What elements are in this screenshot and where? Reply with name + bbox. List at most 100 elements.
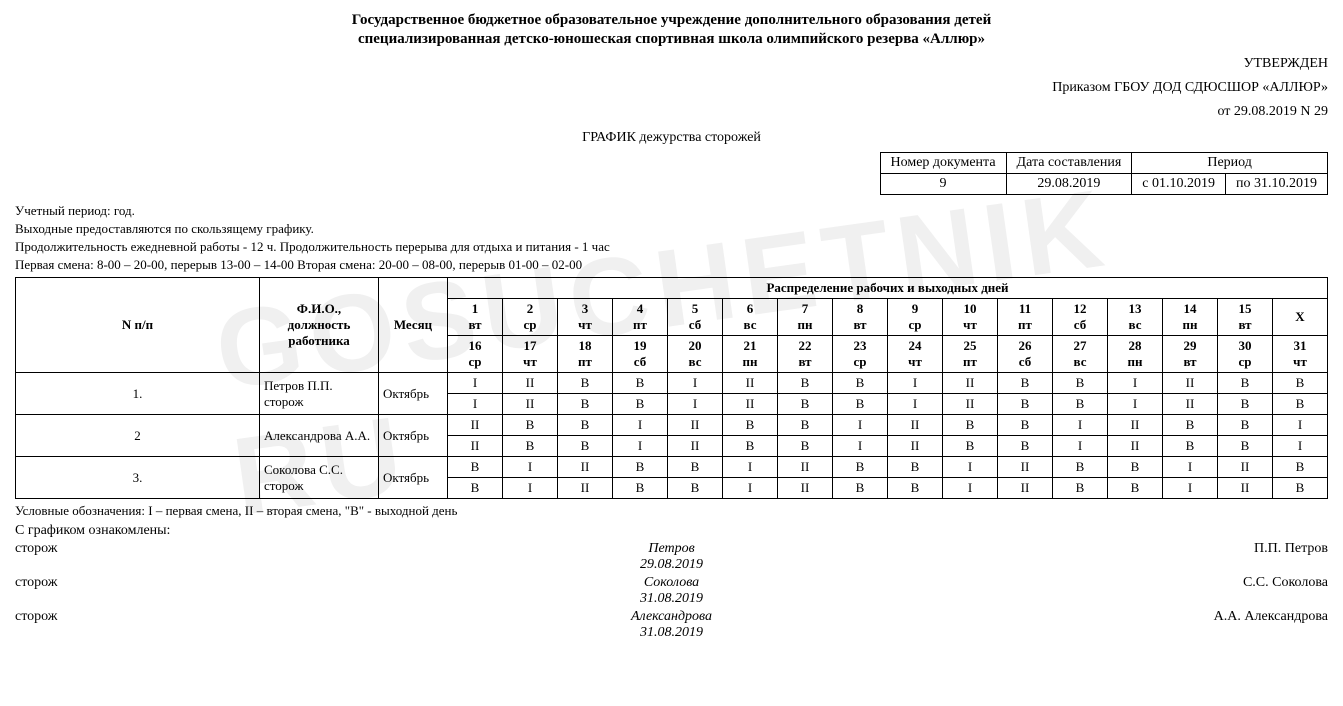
cell-2-b-6: II bbox=[778, 478, 833, 499]
day-h1-2: 3чт bbox=[558, 299, 613, 336]
cell-1-a-13: В bbox=[1163, 415, 1218, 436]
day-h2-8: 24чт bbox=[888, 336, 943, 373]
cell-2-b-5: I bbox=[723, 478, 778, 499]
cell-1-a-8: II bbox=[888, 415, 943, 436]
sig-mid-1: Соколова31.08.2019 bbox=[275, 575, 1068, 607]
cell-0-a-6: В bbox=[778, 373, 833, 394]
cell-0-b-3: В bbox=[613, 394, 668, 415]
sig-name-0: П.П. Петров bbox=[1068, 541, 1328, 573]
cell-2-b-10: II bbox=[998, 478, 1053, 499]
cell-2-a-1: I bbox=[503, 457, 558, 478]
day-h1-6: 7пн bbox=[778, 299, 833, 336]
row-month-1: Октябрь bbox=[379, 415, 448, 457]
cell-0-a-0: I bbox=[448, 373, 503, 394]
sig-name-2: А.А. Александрова bbox=[1068, 609, 1328, 641]
row-n-1: 2 bbox=[16, 415, 260, 457]
cell-2-a-15: В bbox=[1273, 457, 1328, 478]
cell-1-b-11: I bbox=[1053, 436, 1108, 457]
cell-2-b-7: В bbox=[833, 478, 888, 499]
cell-2-b-3: В bbox=[613, 478, 668, 499]
cell-1-a-12: II bbox=[1108, 415, 1163, 436]
cell-2-a-14: II bbox=[1218, 457, 1273, 478]
cell-1-b-4: II bbox=[668, 436, 723, 457]
cell-1-a-6: В bbox=[778, 415, 833, 436]
cell-2-b-8: В bbox=[888, 478, 943, 499]
day-h1-9: 10чт bbox=[943, 299, 998, 336]
cell-2-a-3: В bbox=[613, 457, 668, 478]
cell-0-b-8: I bbox=[888, 394, 943, 415]
sig-role-1: сторож bbox=[15, 575, 275, 607]
day-h1-13: 14пн bbox=[1163, 299, 1218, 336]
cell-1-a-14: В bbox=[1218, 415, 1273, 436]
cell-0-a-4: I bbox=[668, 373, 723, 394]
day-h1-15: X bbox=[1273, 299, 1328, 336]
day-h2-12: 28пн bbox=[1108, 336, 1163, 373]
note-3: Продолжительность ежедневной работы - 12… bbox=[15, 239, 1328, 255]
day-h2-3: 19сб bbox=[613, 336, 668, 373]
cell-0-a-11: В bbox=[1053, 373, 1108, 394]
day-h1-4: 5сб bbox=[668, 299, 723, 336]
cell-0-b-6: В bbox=[778, 394, 833, 415]
day-h2-15: 31чт bbox=[1273, 336, 1328, 373]
cell-0-a-14: В bbox=[1218, 373, 1273, 394]
row-fio-2: Соколова С.С. сторож bbox=[260, 457, 379, 499]
day-h2-13: 29вт bbox=[1163, 336, 1218, 373]
cell-1-b-5: В bbox=[723, 436, 778, 457]
cell-0-b-11: В bbox=[1053, 394, 1108, 415]
th-month: Месяц bbox=[379, 278, 448, 373]
meta-h-period: Период bbox=[1132, 153, 1328, 174]
day-h2-9: 25пт bbox=[943, 336, 998, 373]
cell-1-a-7: I bbox=[833, 415, 888, 436]
cell-1-b-10: В bbox=[998, 436, 1053, 457]
sig-row-2: сторожАлександрова31.08.2019А.А. Алексан… bbox=[15, 609, 1328, 641]
cell-1-a-10: В bbox=[998, 415, 1053, 436]
cell-0-a-2: В bbox=[558, 373, 613, 394]
cell-0-a-7: В bbox=[833, 373, 888, 394]
day-h2-7: 23ср bbox=[833, 336, 888, 373]
cell-0-b-14: В bbox=[1218, 394, 1273, 415]
sig-row-0: сторожПетров29.08.2019П.П. Петров bbox=[15, 541, 1328, 573]
th-dist: Распределение рабочих и выходных дней bbox=[448, 278, 1328, 299]
cell-2-b-14: II bbox=[1218, 478, 1273, 499]
cell-2-a-4: В bbox=[668, 457, 723, 478]
cell-0-a-3: В bbox=[613, 373, 668, 394]
org-header-2: специализированная детско-юношеская спор… bbox=[15, 31, 1328, 48]
cell-0-b-2: В bbox=[558, 394, 613, 415]
note-1: Учетный период: год. bbox=[15, 203, 1328, 219]
th-fio: Ф.И.О., должность работника bbox=[260, 278, 379, 373]
day-h2-14: 30ср bbox=[1218, 336, 1273, 373]
cell-1-a-9: В bbox=[943, 415, 998, 436]
cell-0-a-15: В bbox=[1273, 373, 1328, 394]
sig-mid-0: Петров29.08.2019 bbox=[275, 541, 1068, 573]
cell-1-b-0: II bbox=[448, 436, 503, 457]
cell-1-b-7: I bbox=[833, 436, 888, 457]
meta-v-to: по 31.10.2019 bbox=[1226, 174, 1328, 195]
cell-1-b-15: I bbox=[1273, 436, 1328, 457]
th-npp: N п/п bbox=[16, 278, 260, 373]
cell-1-a-1: В bbox=[503, 415, 558, 436]
cell-1-b-2: В bbox=[558, 436, 613, 457]
meta-h-doc: Номер документа bbox=[880, 153, 1006, 174]
day-h1-14: 15вт bbox=[1218, 299, 1273, 336]
cell-2-a-10: II bbox=[998, 457, 1053, 478]
cell-0-a-8: I bbox=[888, 373, 943, 394]
row-month-0: Октябрь bbox=[379, 373, 448, 415]
day-h1-12: 13вс bbox=[1108, 299, 1163, 336]
cell-0-a-12: I bbox=[1108, 373, 1163, 394]
cell-0-a-1: II bbox=[503, 373, 558, 394]
note-4: Первая смена: 8-00 – 20-00, перерыв 13-0… bbox=[15, 257, 1328, 273]
cell-2-b-4: В bbox=[668, 478, 723, 499]
row-month-2: Октябрь bbox=[379, 457, 448, 499]
day-h1-0: 1вт bbox=[448, 299, 503, 336]
sign-header: С графиком ознакомлены: bbox=[15, 523, 1328, 539]
meta-h-date: Дата составления bbox=[1006, 153, 1132, 174]
cell-2-a-2: II bbox=[558, 457, 613, 478]
day-h1-10: 11пт bbox=[998, 299, 1053, 336]
sig-name-1: С.С. Соколова bbox=[1068, 575, 1328, 607]
sig-row-1: сторожСоколова31.08.2019С.С. Соколова bbox=[15, 575, 1328, 607]
cell-0-a-10: В bbox=[998, 373, 1053, 394]
cell-2-b-11: В bbox=[1053, 478, 1108, 499]
row-n-0: 1. bbox=[16, 373, 260, 415]
cell-2-a-11: В bbox=[1053, 457, 1108, 478]
meta-table: Номер документа Дата составления Период … bbox=[880, 152, 1328, 195]
